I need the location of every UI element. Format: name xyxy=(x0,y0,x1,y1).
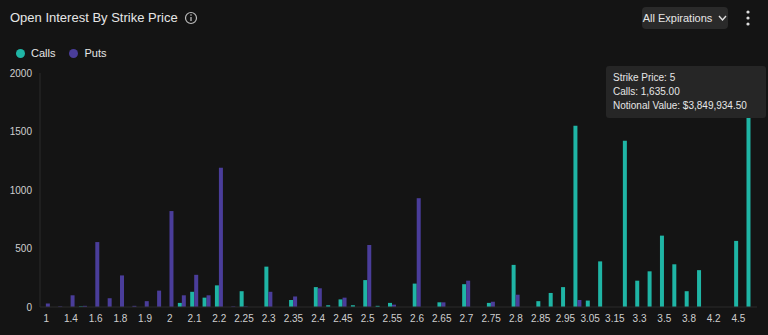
html-text:Notional Value: $3,849,934.50: Notional Value: $3,849,934.50 xyxy=(613,100,747,111)
html-text:Calls: Calls xyxy=(31,47,56,59)
svg-text:1: 1 xyxy=(43,313,49,324)
html-text:Calls: 1,635.00: Calls: 1,635.00 xyxy=(613,86,680,97)
svg-text:2.75: 2.75 xyxy=(481,313,501,324)
html-text:All Expirations: All Expirations xyxy=(642,12,713,24)
svg-text:2.35: 2.35 xyxy=(284,313,304,324)
svg-text:3.05: 3.05 xyxy=(580,313,600,324)
svg-text:2.95: 2.95 xyxy=(556,313,576,324)
svg-text:3.15: 3.15 xyxy=(605,313,625,324)
svg-text:2.1: 2.1 xyxy=(188,313,202,324)
svg-text:2.85: 2.85 xyxy=(531,313,551,324)
svg-text:1500: 1500 xyxy=(10,126,33,137)
svg-text:2.45: 2.45 xyxy=(333,313,353,324)
svg-text:2.6: 2.6 xyxy=(410,313,424,324)
svg-text:1.9: 1.9 xyxy=(138,313,152,324)
svg-text:4.5: 4.5 xyxy=(732,313,746,324)
html-text:Puts: Puts xyxy=(84,47,107,59)
svg-text:2.7: 2.7 xyxy=(460,313,474,324)
svg-text:2.8: 2.8 xyxy=(509,313,523,324)
svg-text:500: 500 xyxy=(15,243,32,254)
svg-text:3.5: 3.5 xyxy=(657,313,671,324)
html-text:Open Interest By Strike Price: Open Interest By Strike Price xyxy=(10,10,178,25)
svg-text:3.3: 3.3 xyxy=(633,313,647,324)
svg-text:2.55: 2.55 xyxy=(383,313,403,324)
svg-text:2000: 2000 xyxy=(10,68,33,79)
svg-text:2.65: 2.65 xyxy=(432,313,452,324)
svg-text:4.2: 4.2 xyxy=(707,313,721,324)
svg-text:0: 0 xyxy=(26,302,32,313)
svg-text:2.5: 2.5 xyxy=(361,313,375,324)
html-text:Strike Price: 5: Strike Price: 5 xyxy=(613,72,676,83)
svg-text:2.3: 2.3 xyxy=(262,313,276,324)
svg-text:2.25: 2.25 xyxy=(234,313,254,324)
svg-text:2.4: 2.4 xyxy=(311,313,325,324)
svg-text:1.6: 1.6 xyxy=(89,313,103,324)
svg-text:1.4: 1.4 xyxy=(64,313,78,324)
svg-text:3.8: 3.8 xyxy=(682,313,696,324)
svg-text:2.2: 2.2 xyxy=(212,313,226,324)
svg-text:1.8: 1.8 xyxy=(113,313,127,324)
svg-text:2: 2 xyxy=(167,313,173,324)
svg-text:1000: 1000 xyxy=(10,185,33,196)
